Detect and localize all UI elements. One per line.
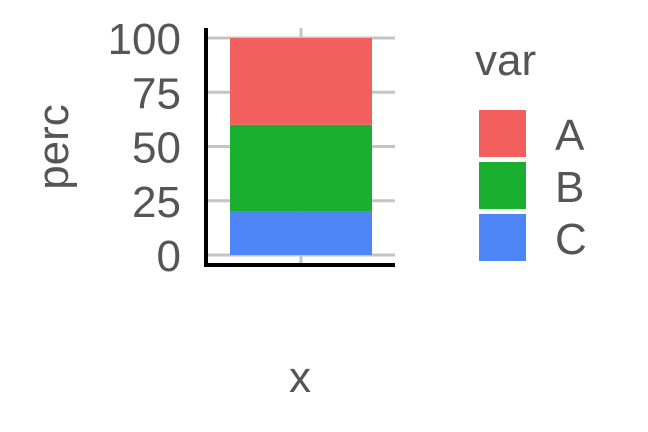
- y-tick-label: 0: [157, 232, 181, 281]
- y-tick-label: 25: [132, 178, 181, 227]
- legend-key-B: [479, 162, 526, 209]
- bar-segment-B: [230, 124, 372, 212]
- bars: [230, 38, 372, 255]
- legend-key-A: [479, 110, 526, 157]
- x-axis-title: x: [289, 353, 311, 402]
- legend-label-C: C: [555, 215, 587, 264]
- legend-title: var: [475, 36, 536, 85]
- y-tick-labels: 0 25 50 75 100: [108, 15, 181, 281]
- y-tick-label: 50: [132, 124, 181, 173]
- bar-segment-A: [230, 38, 372, 125]
- bar-segment-C: [230, 211, 372, 255]
- axes: [204, 28, 395, 267]
- y-axis-title: perc: [29, 104, 78, 190]
- legend: ABC: [479, 110, 587, 264]
- y-tick-label: 100: [108, 15, 181, 64]
- legend-label-A: A: [555, 111, 585, 160]
- legend-key-C: [479, 214, 526, 261]
- y-tick-label: 75: [132, 69, 181, 118]
- legend-label-B: B: [555, 163, 584, 212]
